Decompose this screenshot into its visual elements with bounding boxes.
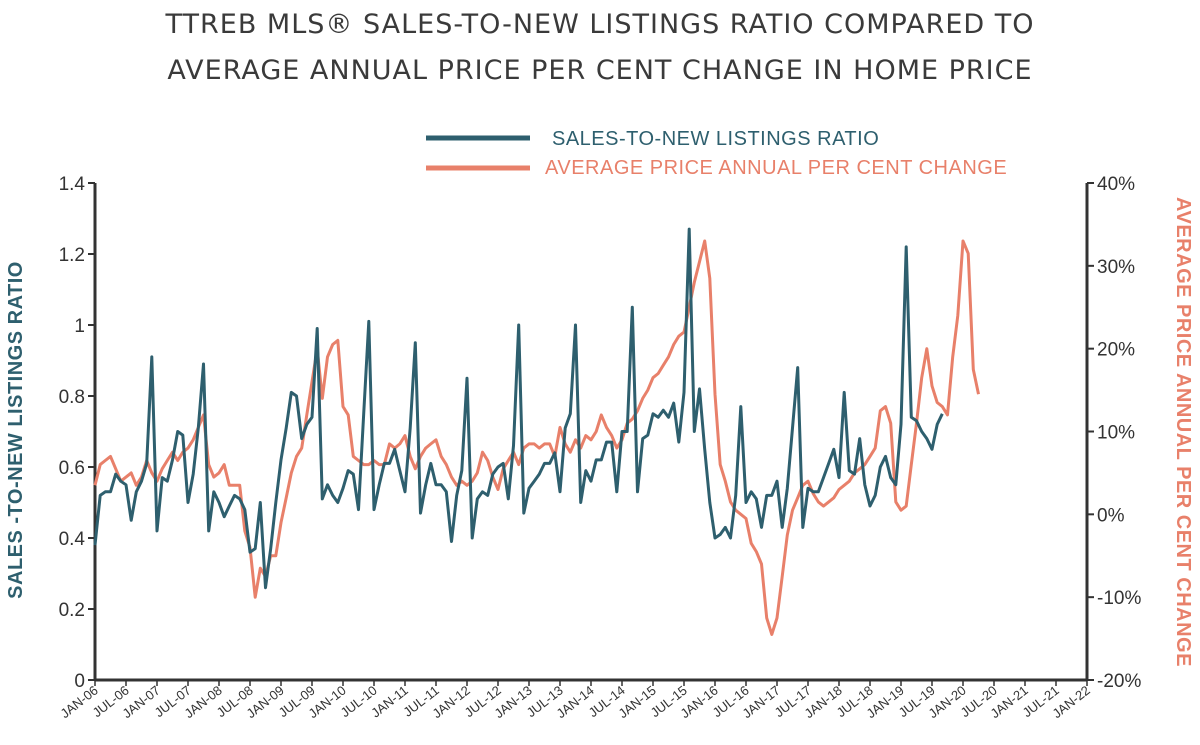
y-left-tick-label: 0.8 [59, 387, 85, 408]
y-left-tick-label: 0.6 [59, 458, 85, 479]
y-left-tick-label: 1 [74, 316, 85, 337]
y-left-tick-label: 1.2 [59, 245, 85, 266]
legend-label-ratio: SALES-TO-NEW LISTINGS RATIO [552, 128, 879, 150]
y-left-tick-label: 0 [74, 671, 85, 692]
y-right-tick-label: 0% [1097, 505, 1125, 526]
y-right-tick-label: 20% [1097, 340, 1135, 361]
y-right-tick-label: 30% [1097, 257, 1135, 278]
y-left-tick-label: 1.4 [59, 174, 86, 195]
x-ticks: JAN-06JUL-06JAN-07JUL-07JAN-08JUL-08JAN-… [57, 680, 1093, 721]
y-left-tick-label: 0.2 [59, 600, 85, 621]
legend-label-price: AVERAGE PRICE ANNUAL PER CENT CHANGE [545, 157, 1007, 179]
y-left-ticks: 0 0.2 0.4 0.6 0.8 1 1.2 1.4 [59, 174, 95, 692]
y-right-tick-label: -10% [1097, 588, 1141, 609]
chart-title-line-1: TTREB MLS® SALES-TO-NEW LISTINGS RATIO C… [164, 9, 1034, 40]
y-right-tick-label: -20% [1097, 671, 1141, 692]
y-left-label: SALES -TO-NEW LISTINGS RATIO [5, 261, 27, 599]
chart-title-line-2: AVERAGE ANNUAL PRICE PER CENT CHANGE IN … [167, 55, 1032, 86]
y-right-tick-label: 40% [1097, 174, 1135, 195]
series-line-ratio [93, 227, 944, 590]
series-line-price [93, 239, 980, 636]
y-right-ticks: -20% -10% 0% 10% 20% 30% 40% [1087, 174, 1141, 692]
legend: SALES-TO-NEW LISTINGS RATIO AVERAGE PRIC… [426, 128, 1007, 179]
y-right-label: AVERAGE PRICE ANNUAL PER CENT CHANGE [1172, 197, 1194, 667]
y-left-tick-label: 0.4 [59, 529, 86, 550]
series-layer [93, 227, 980, 636]
y-right-tick-label: 10% [1097, 423, 1135, 444]
